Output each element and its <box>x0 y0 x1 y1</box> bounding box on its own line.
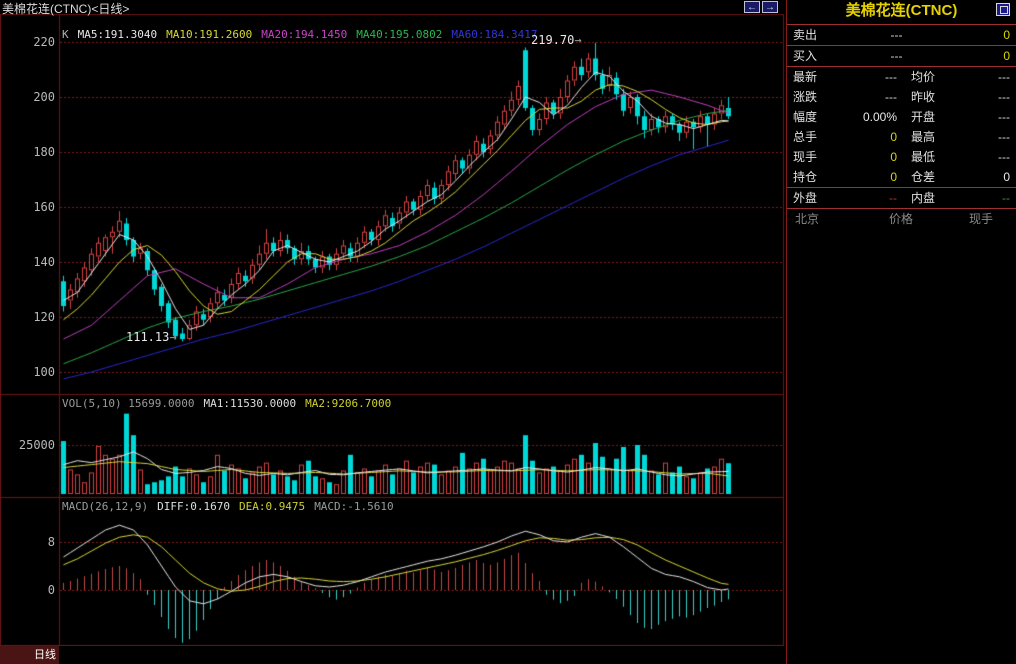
indicator-value: MA10:191.2600 <box>166 28 253 41</box>
quote-row-range: 幅度 0.00% 开盘 --- <box>787 107 1016 127</box>
indicator-value: VOL(5,10) 15699.0000 <box>62 397 195 410</box>
quote-row-latest: 最新 --- 均价 --- <box>787 67 1016 87</box>
scroll-right-button[interactable]: → <box>762 1 778 13</box>
quote-cell: --- <box>998 110 1010 124</box>
quote-cell: 最新 <box>793 70 818 84</box>
chart-title-bar: 美棉花连(CTNC)<日线> ← → <box>0 0 786 16</box>
quote-cell: 现手 <box>793 150 818 164</box>
indicator-value: MACD(26,12,9) <box>62 500 149 513</box>
quote-cell: 最高 <box>911 130 936 144</box>
price-tick-label: 180 <box>33 145 55 159</box>
indicator-value: DEA:0.9475 <box>238 500 306 513</box>
price-volume-macd-canvas[interactable] <box>0 0 786 664</box>
quote-cell: 仓差 <box>911 170 936 184</box>
volume-indicator-readout: VOL(5,10) 15699.0000 MA1:11530.0000 MA2:92… <box>62 398 400 410</box>
low-price-annotation: 111.13→ <box>126 330 177 344</box>
separator <box>787 66 1016 67</box>
quote-cell: --- <box>998 150 1010 164</box>
period-selector[interactable]: 日线 <box>0 646 59 664</box>
separator <box>787 187 1016 188</box>
ma-indicator-readout: K MA5:191.3040 MA10:191.2600 MA20:194.1450 M… <box>62 29 546 41</box>
quote-cell: 0 <box>1003 170 1010 184</box>
buy-row: 买入 --- 0 <box>793 49 1010 63</box>
quote-cell: 最低 <box>911 150 936 164</box>
quote-row-current-volume: 现手 0 最低 --- <box>787 147 1016 167</box>
quote-cell: --- <box>998 70 1010 84</box>
indicator-value: MA5:191.3040 <box>77 28 158 41</box>
indicator-value: K <box>62 28 69 41</box>
inner-outer-row: 外盘 -- 内盘 -- <box>793 191 1010 205</box>
price-tick-label: 140 <box>33 255 55 269</box>
quote-panel: 美棉花连(CTNC) 卖出 --- 0 买入 --- 0 最新 --- 均价 --- 涨… <box>786 0 1016 664</box>
quote-cell: 涨跌 <box>793 90 818 104</box>
quote-cell: --- <box>885 90 897 104</box>
quote-cell: --- <box>885 70 897 84</box>
right-arrow-icon: → <box>169 330 177 344</box>
indicator-value: MACD:-1.5610 <box>314 500 394 513</box>
quote-cell: 开盘 <box>911 110 936 124</box>
quote-row-change: 涨跌 --- 昨收 --- <box>787 87 1016 107</box>
quote-cell: 0.00% <box>862 110 897 124</box>
price-tick-label: 160 <box>33 200 55 214</box>
quote-cell: 昨收 <box>911 90 936 104</box>
instrument-title: 美棉花连(CTNC) <box>845 2 958 19</box>
quote-cell: 均价 <box>911 70 936 84</box>
quote-cell: 总手 <box>793 130 818 144</box>
separator <box>787 24 1016 25</box>
sell-row: 卖出 --- 0 <box>793 28 1010 42</box>
quote-grid: 最新 --- 均价 --- 涨跌 --- 昨收 --- 幅度 0.00% 开盘 --- 总手 0 最高 ---… <box>787 67 1016 187</box>
indicator-value: MA20:194.1450 <box>261 28 348 41</box>
quote-cell: --- <box>998 90 1010 104</box>
price-tick-label: 100 <box>33 365 55 379</box>
separator <box>787 208 1016 209</box>
separator <box>787 45 1016 46</box>
depth-header-row: 北京 价格 现手 <box>795 212 994 226</box>
high-price-annotation: 219.70→ <box>531 33 582 47</box>
quote-cell: 持仓 <box>793 170 818 184</box>
price-tick-label: 120 <box>33 310 55 324</box>
quote-cell: 幅度 <box>793 110 818 124</box>
right-arrow-icon: → <box>574 33 582 47</box>
quote-cell: 0 <box>890 130 897 144</box>
indicator-value: MA40:195.0802 <box>356 28 443 41</box>
macd-tick-label: 0 <box>47 583 55 597</box>
quote-cell: 0 <box>890 150 897 164</box>
macd-tick-label: 8 <box>47 535 55 549</box>
quote-cell: --- <box>998 130 1010 144</box>
restore-window-icon[interactable] <box>996 3 1010 16</box>
chart-title: 美棉花连(CTNC)<日线> <box>2 2 130 16</box>
time-axis-bar: 日线 20101012201101020304 <box>0 646 786 664</box>
indicator-value: MA1:11530.0000 <box>203 397 297 410</box>
price-tick-label: 200 <box>33 90 55 104</box>
scroll-left-button[interactable]: ← <box>744 1 760 13</box>
price-tick-label: 220 <box>33 35 55 49</box>
quote-row-open-interest: 持仓 0 仓差 0 <box>787 167 1016 187</box>
quote-row-total-volume: 总手 0 最高 --- <box>787 127 1016 147</box>
volume-tick-label: 25000 <box>18 438 55 452</box>
indicator-value: MA2:9206.7000 <box>305 397 392 410</box>
indicator-value: MA60:184.3417 <box>451 28 538 41</box>
macd-indicator-readout: MACD(26,12,9) DIFF:0.1670 DEA:0.9475 MACD:-… <box>62 501 403 513</box>
indicator-value: DIFF:0.1670 <box>157 500 230 513</box>
quote-cell: 0 <box>890 170 897 184</box>
